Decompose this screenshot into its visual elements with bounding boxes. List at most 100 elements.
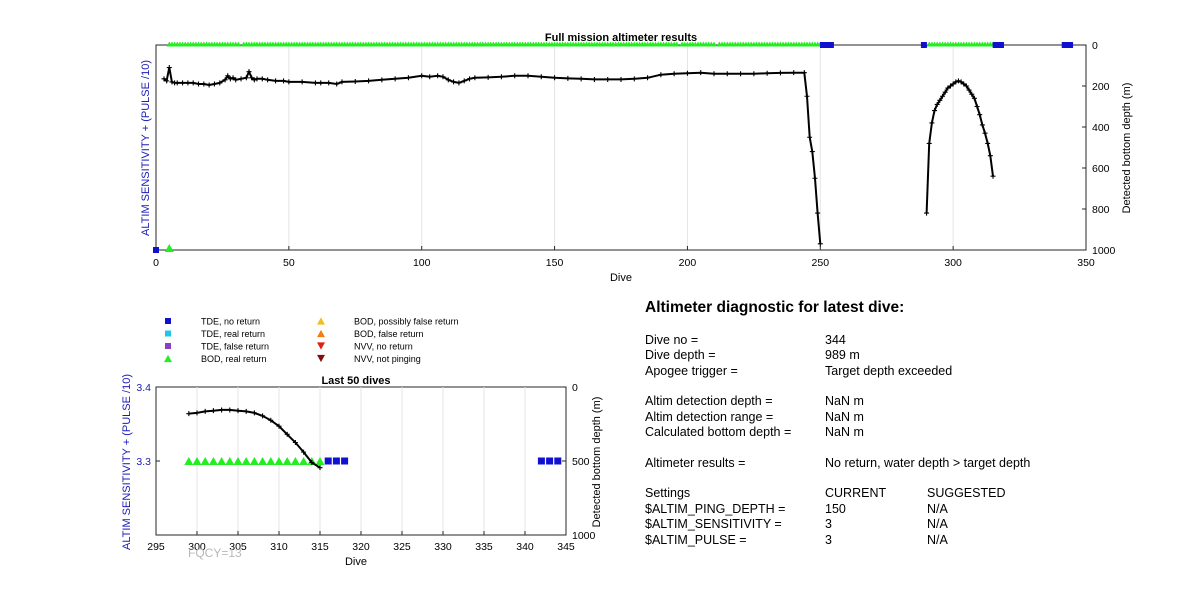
small-tde-no-return-marker [546, 457, 554, 465]
depth-point [249, 75, 255, 81]
small-bod-real-return-marker [299, 456, 309, 466]
small-depth-point [235, 408, 241, 414]
small-x-tick-label: 325 [393, 541, 411, 553]
ping-depth-suggested: N/A [927, 501, 948, 516]
depth-point [791, 70, 797, 76]
legend-label: TDE, real return [201, 329, 265, 339]
legend-label: BOD, false return [354, 329, 424, 339]
small-x-tick-label: 310 [270, 541, 288, 553]
depth-point [485, 74, 491, 80]
small-bod-real-return-marker [208, 456, 218, 466]
small-y-left-tick-label: 3.4 [136, 382, 151, 394]
depth-point [924, 210, 930, 216]
depth-point [817, 241, 823, 247]
depth-point [445, 77, 451, 83]
depth-point [738, 71, 744, 77]
pulse-label: $ALTIM_PULSE = [645, 532, 747, 547]
main-x-tick-label: 300 [944, 257, 962, 269]
depth-point [461, 78, 467, 84]
depth-point [259, 76, 265, 82]
diagnostic-title: Altimeter diagnostic for latest dive: [645, 299, 905, 316]
small-bod-real-return-marker [282, 456, 292, 466]
depth-point [977, 112, 983, 118]
depth-point [953, 79, 959, 85]
depth-point [645, 75, 651, 81]
depth-point [538, 74, 544, 80]
depth-point [578, 76, 584, 82]
small-depth-point [268, 417, 274, 423]
depth-point [265, 77, 271, 83]
small-x-axis-label: Dive [345, 556, 367, 568]
depth-point [684, 70, 690, 76]
small-bod-real-return-marker [233, 456, 243, 466]
tde-no-return-marker [153, 247, 159, 253]
main-y-right-label: Detected bottom depth (m) [1121, 83, 1133, 214]
depth-point [929, 120, 935, 126]
legend-square-icon [165, 330, 171, 337]
depth-point [281, 78, 287, 84]
depth-point [273, 78, 279, 84]
small-chart: 295 300 305 310 315 320 325 330 335 340 345 3.4 3.3… [121, 374, 603, 568]
depth-point [366, 78, 372, 84]
depth-point [339, 79, 345, 85]
apogee-label: Apogee trigger = [645, 363, 738, 378]
depth-point [942, 89, 948, 95]
ping-depth-label: $ALTIM_PING_DEPTH = [645, 501, 786, 516]
small-bod-real-return-marker [217, 456, 227, 466]
small-bod-real-return-marker [274, 456, 284, 466]
results-label: Altimeter results = [645, 455, 746, 470]
main-x-tick-label: 200 [679, 257, 697, 269]
main-y-tick-label: 0 [1092, 40, 1098, 52]
main-y-tick-label: 800 [1092, 204, 1110, 216]
small-depth-point [284, 431, 290, 437]
main-y-tick-label: 400 [1092, 122, 1110, 134]
bod-real-return-marker [711, 41, 717, 47]
depth-point [777, 70, 783, 76]
dive-no-value: 344 [825, 332, 846, 347]
legend: TDE, no return TDE, real return TDE, false… [164, 317, 459, 364]
settings-header-row: Settings CURRENT SUGGESTED [645, 486, 1165, 502]
legend-label: NVV, not pinging [354, 354, 421, 364]
depth-point [958, 79, 964, 85]
depth-point [246, 69, 252, 75]
depth-point [435, 73, 441, 79]
depth-point [161, 76, 167, 82]
depth-point [419, 73, 425, 79]
depth-point [467, 76, 473, 82]
depth-point [201, 81, 207, 87]
sensitivity-label: $ALTIM_SENSITIVITY = [645, 517, 782, 531]
small-depth-point [210, 408, 216, 414]
depth-point [724, 71, 730, 77]
dive-no-label: Dive no = [645, 332, 699, 347]
depth-point [318, 80, 324, 86]
suggested-header: SUGGESTED [927, 486, 1006, 500]
calc-bottom-value: NaN m [825, 425, 864, 439]
small-x-ticks: 295 300 305 310 315 320 325 330 335 340 345 [147, 531, 575, 553]
small-x-tick-label: 330 [434, 541, 452, 553]
pulse-current: 3 [825, 532, 832, 547]
small-depth-point [260, 413, 266, 419]
depth-point [227, 76, 233, 82]
depth-point [233, 77, 239, 83]
depth-point [937, 97, 943, 103]
small-depth-point [292, 440, 298, 445]
small-depth-point [276, 423, 282, 429]
small-y-right-label: Detected bottom depth (m) [591, 397, 603, 528]
small-bod-real-return-marker [290, 456, 300, 466]
small-x-tick-label: 340 [516, 541, 534, 553]
depth-point [456, 80, 462, 86]
small-depth-point [251, 410, 257, 416]
depth-point [982, 130, 988, 136]
depth-point [990, 173, 996, 179]
dive-depth-value: 989 m [825, 348, 860, 362]
tde-no-return-marker [1067, 42, 1074, 48]
small-bod-real-return-marker [184, 456, 194, 466]
depth-point [932, 108, 938, 114]
main-chart: 0 50 100 150 200 250 300 350 02004006008001000 … [140, 32, 1133, 284]
main-x-axis-label: Dive [610, 272, 632, 284]
depth-point [230, 75, 236, 81]
small-bod-real-return-marker [192, 456, 202, 466]
small-y-right-ticks: 0 500 1000 [562, 382, 596, 542]
small-tde-no-return-marker [341, 457, 349, 465]
small-x-tick-label: 345 [557, 541, 575, 553]
